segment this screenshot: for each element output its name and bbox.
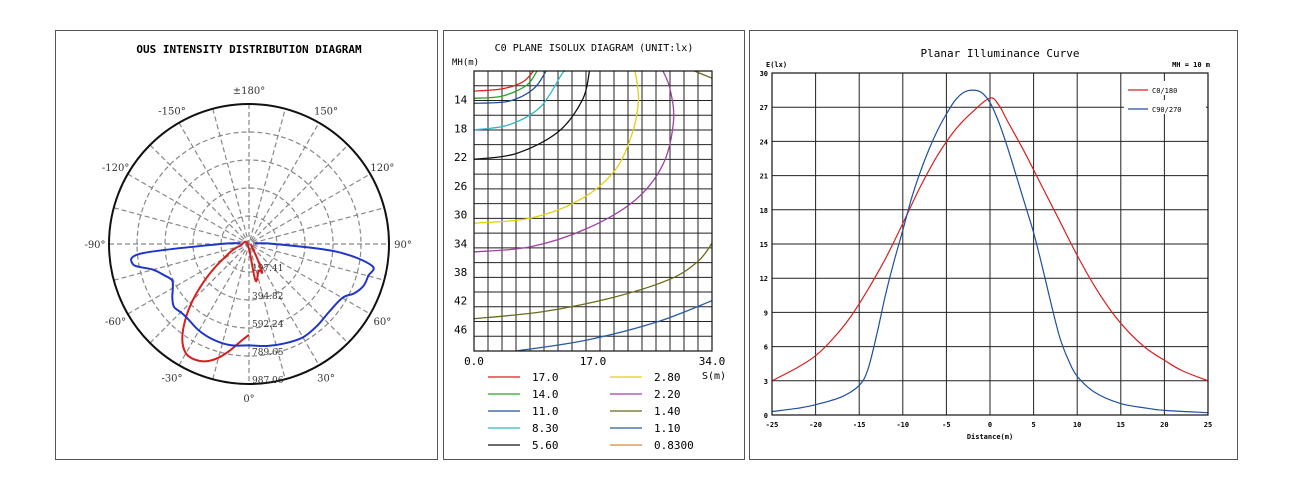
isolux-ytick: 18 bbox=[454, 122, 467, 135]
isolux-ytick: 34 bbox=[454, 237, 468, 250]
planar-ytick: 3 bbox=[764, 378, 768, 386]
isolux-contour bbox=[473, 70, 538, 99]
isolux-ytick: 26 bbox=[454, 180, 467, 193]
isolux-xtick: 34.0 bbox=[699, 355, 726, 368]
planar-xtick: -15 bbox=[853, 421, 866, 429]
polar-angle-label: -60° bbox=[105, 317, 126, 328]
polar-title: OUS INTENSITY DISTRIBUTION DIAGRAM bbox=[136, 43, 362, 56]
planar-ytick: 27 bbox=[760, 104, 768, 112]
polar-series-curve bbox=[181, 240, 264, 363]
isolux-contour bbox=[473, 70, 534, 92]
planar-xtick: -20 bbox=[809, 421, 822, 429]
isolux-contour bbox=[694, 70, 713, 79]
polar-series-curve bbox=[130, 242, 375, 348]
polar-angle-label: 150° bbox=[314, 107, 338, 118]
isolux-ytick: 14 bbox=[454, 94, 468, 107]
polar-radial-label: 197.41 bbox=[252, 264, 284, 274]
isolux-contour bbox=[473, 70, 640, 224]
isolux-legend-label: 1.10 bbox=[654, 422, 681, 435]
isolux-legend-label: 11.0 bbox=[532, 405, 559, 418]
isolux-xtick: 17.0 bbox=[580, 355, 607, 368]
planar-xlabel: Distance(m) bbox=[967, 433, 1013, 441]
planar-ylabel: E(lx) bbox=[766, 61, 787, 69]
planar-ytick: 21 bbox=[760, 173, 768, 181]
polar-outer-ring bbox=[108, 103, 390, 385]
polar-chart: OUS INTENSITY DISTRIBUTION DIAGRAM ±180° 1… bbox=[84, 43, 412, 405]
planar-ytick: 24 bbox=[760, 138, 768, 146]
planar-title: Planar Illuminance Curve bbox=[921, 47, 1080, 60]
polar-angle-label: -150° bbox=[158, 107, 185, 118]
planar-legend-label: C0/180 bbox=[1152, 87, 1177, 95]
polar-angle-label: 90° bbox=[394, 240, 412, 251]
isolux-chart: C0 PLANE ISOLUX DIAGRAM (UNIT:lx) MH(m) 14… bbox=[452, 43, 726, 452]
isolux-ytick: 22 bbox=[454, 151, 467, 164]
polar-spoke bbox=[212, 108, 286, 380]
planar-annotation: MH = 10 m bbox=[1172, 61, 1210, 69]
polar-angle-label: 60° bbox=[374, 317, 392, 328]
isolux-contour bbox=[473, 242, 713, 320]
planar-series-curve bbox=[771, 89, 1209, 414]
polar-angle-label: 120° bbox=[370, 163, 394, 174]
planar-xtick: -5 bbox=[942, 421, 950, 429]
planar-xtick: -25 bbox=[766, 421, 779, 429]
isolux-ylabel: MH(m) bbox=[452, 58, 479, 68]
planar-frame bbox=[771, 72, 1209, 416]
isolux-contour bbox=[473, 70, 675, 253]
planar-xtick: 15 bbox=[1117, 421, 1125, 429]
isolux-legend-label: 14.0 bbox=[532, 388, 559, 401]
isolux-legend-label: 17.0 bbox=[532, 371, 559, 384]
polar-angle-label: 0° bbox=[243, 394, 254, 405]
isolux-ytick: 38 bbox=[454, 266, 467, 279]
planar-xtick: 5 bbox=[1031, 421, 1035, 429]
planar-series-curve bbox=[771, 97, 1209, 382]
planar-xtick: 10 bbox=[1073, 421, 1081, 429]
isolux-ytick: 30 bbox=[454, 209, 467, 222]
polar-radial-label: 789.65 bbox=[252, 348, 284, 358]
isolux-contour bbox=[473, 70, 547, 104]
isolux-xlabel: S(m) bbox=[702, 371, 726, 382]
isolux-frame bbox=[473, 70, 713, 352]
isolux-panel: C0 PLANE ISOLUX DIAGRAM (UNIT:lx) MH(m) 14… bbox=[443, 30, 745, 460]
planar-ytick: 6 bbox=[764, 344, 768, 352]
isolux-contour bbox=[515, 300, 713, 352]
isolux-legend-label: 8.30 bbox=[532, 422, 559, 435]
planar-xtick: -10 bbox=[896, 421, 909, 429]
planar-legend-bg bbox=[1124, 100, 1206, 114]
planar-ytick: 18 bbox=[760, 207, 768, 215]
planar-ytick: 15 bbox=[760, 241, 768, 249]
isolux-legend-label: 1.40 bbox=[654, 405, 681, 418]
isolux-legend-label: 5.60 bbox=[532, 439, 559, 452]
planar-legend-label: C90/270 bbox=[1152, 106, 1182, 114]
isolux-legend-label: 0.8300 bbox=[654, 439, 694, 452]
polar-angle-label: 30° bbox=[317, 373, 335, 384]
planar-legend-bg bbox=[1124, 81, 1206, 95]
isolux-ytick: 46 bbox=[454, 324, 467, 337]
isolux-xtick: 0.0 bbox=[464, 355, 484, 368]
planar-xtick: 0 bbox=[988, 421, 992, 429]
polar-radial-label: 394.82 bbox=[252, 292, 284, 302]
isolux-title: C0 PLANE ISOLUX DIAGRAM (UNIT:lx) bbox=[495, 43, 694, 54]
polar-panel: OUS INTENSITY DISTRIBUTION DIAGRAM ±180° 1… bbox=[55, 30, 438, 460]
planar-ytick: 0 bbox=[764, 412, 768, 420]
isolux-legend-label: 2.80 bbox=[654, 371, 681, 384]
polar-angle-label: -120° bbox=[102, 163, 129, 174]
planar-ytick: 9 bbox=[764, 309, 768, 317]
polar-angle-label: -90° bbox=[84, 240, 105, 251]
planar-panel: Planar Illuminance Curve E(lx) MH = 10 m -2… bbox=[749, 30, 1238, 460]
isolux-contour bbox=[473, 70, 591, 160]
planar-xtick: 20 bbox=[1160, 421, 1168, 429]
planar-chart: Planar Illuminance Curve E(lx) MH = 10 m -2… bbox=[760, 47, 1213, 441]
planar-ytick: 12 bbox=[760, 275, 768, 283]
polar-angle-label: -30° bbox=[161, 373, 182, 384]
isolux-ytick: 42 bbox=[454, 295, 467, 308]
polar-radial-label: 987.06 bbox=[252, 376, 284, 386]
polar-radial-label: 592.24 bbox=[252, 320, 284, 330]
polar-angle-label: ±180° bbox=[233, 86, 265, 97]
planar-xtick: 25 bbox=[1204, 421, 1212, 429]
isolux-legend-label: 2.20 bbox=[654, 388, 681, 401]
planar-ytick: 30 bbox=[760, 70, 768, 78]
